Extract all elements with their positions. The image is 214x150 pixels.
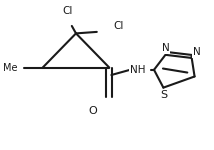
Text: NH: NH — [130, 65, 145, 75]
Text: Cl: Cl — [113, 21, 124, 31]
Text: N: N — [162, 43, 169, 53]
Text: Cl: Cl — [62, 6, 73, 16]
Text: S: S — [160, 90, 167, 100]
Text: Me: Me — [3, 63, 18, 73]
Text: N: N — [193, 47, 201, 57]
Text: O: O — [88, 106, 97, 116]
